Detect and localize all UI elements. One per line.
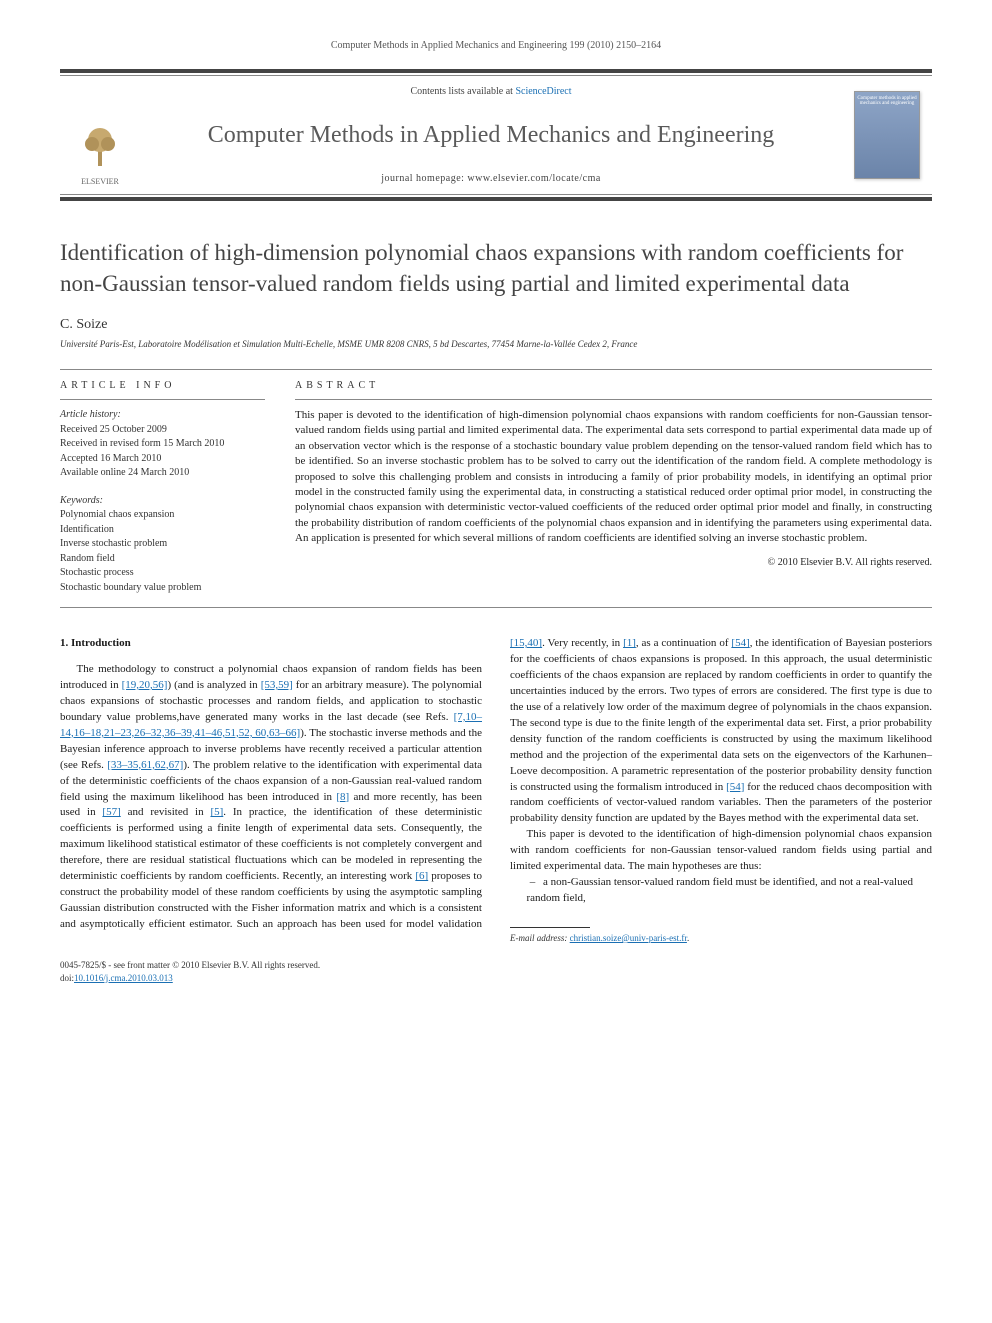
ref-link[interactable]: [33–35,61,62,67] [107, 759, 183, 771]
ref-link[interactable]: [6] [415, 870, 428, 882]
publisher-label: ELSEVIER [81, 177, 119, 186]
keywords-label: Keywords: [60, 494, 265, 508]
ref-link[interactable]: [15,40] [510, 637, 542, 649]
footnote: E-mail address: christian.soize@univ-par… [510, 932, 932, 945]
ref-link[interactable]: [19,20,56] [122, 679, 168, 691]
elsevier-tree-icon [76, 122, 124, 177]
homepage-prefix: journal homepage: [381, 173, 467, 184]
keyword: Stochastic process [60, 566, 265, 580]
keyword: Identification [60, 523, 265, 537]
text-run: . [687, 933, 689, 943]
text-run: ) (and is analyzed in [167, 679, 260, 691]
masthead: ELSEVIER Contents lists available at Sci… [60, 75, 932, 195]
footnote-rule [510, 927, 590, 928]
page-footer: 0045-7825/$ - see front matter © 2010 El… [60, 959, 932, 984]
abstract-heading: ABSTRACT [295, 380, 932, 391]
article-title: Identification of high-dimension polynom… [60, 237, 932, 299]
ref-link[interactable]: [54] [731, 637, 749, 649]
elsevier-logo: ELSEVIER [68, 114, 132, 186]
body-columns: 1. Introduction The methodology to const… [60, 636, 932, 945]
divider-rule [60, 369, 932, 370]
abstract-rule [295, 399, 932, 400]
ref-link[interactable]: [57] [102, 806, 120, 818]
footer-line: 0045-7825/$ - see front matter © 2010 El… [60, 959, 932, 972]
homepage-url: www.elsevier.com/locate/cma [467, 173, 600, 184]
article-info-heading: ARTICLE INFO [60, 380, 265, 391]
abstract-text: This paper is devoted to the identificat… [295, 408, 932, 547]
masthead-bottom-rule [60, 197, 932, 201]
cover-thumb-cell: Computer methods in applied mechanics an… [842, 76, 932, 194]
text-run: , as a continuation of [636, 637, 732, 649]
masthead-top-rule [60, 69, 932, 73]
footnote-label: E-mail address: [510, 933, 567, 943]
journal-cover-thumb: Computer methods in applied mechanics an… [854, 91, 920, 179]
section-heading: 1. Introduction [60, 636, 482, 652]
ref-link[interactable]: [5] [210, 806, 223, 818]
doi-link[interactable]: 10.1016/j.cma.2010.03.013 [74, 973, 173, 983]
abstract-copyright: © 2010 Elsevier B.V. All rights reserved… [295, 557, 932, 568]
keyword: Inverse stochastic problem [60, 537, 265, 551]
ref-link[interactable]: [53,59] [261, 679, 293, 691]
footer-doi: doi:10.1016/j.cma.2010.03.013 [60, 972, 932, 985]
history-item: Received 25 October 2009 [60, 423, 265, 437]
history-item: Available online 24 March 2010 [60, 466, 265, 480]
body-paragraph: This paper is devoted to the identificat… [510, 827, 932, 875]
keyword: Random field [60, 552, 265, 566]
publisher-logo-cell: ELSEVIER [60, 76, 140, 194]
history-item: Accepted 16 March 2010 [60, 452, 265, 466]
affiliation: Université Paris-Est, Laboratoire Modéli… [60, 339, 932, 349]
contents-prefix: Contents lists available at [410, 86, 515, 97]
ref-link[interactable]: [54] [726, 781, 744, 793]
history-item: Received in revised form 15 March 2010 [60, 437, 265, 451]
author: C. Soize [60, 317, 932, 333]
homepage-line: journal homepage: www.elsevier.com/locat… [140, 173, 842, 184]
text-run: . Very recently, in [542, 637, 623, 649]
sciencedirect-link[interactable]: ScienceDirect [515, 86, 571, 97]
email-link[interactable]: christian.soize@univ-paris-est.fr [570, 933, 687, 943]
info-abstract-row: ARTICLE INFO Article history: Received 2… [60, 380, 932, 595]
info-rule [60, 399, 265, 400]
ref-link[interactable]: [1] [623, 637, 636, 649]
masthead-center: Contents lists available at ScienceDirec… [140, 76, 842, 194]
doi-prefix: doi: [60, 973, 74, 983]
running-header: Computer Methods in Applied Mechanics an… [60, 40, 932, 51]
contents-line: Contents lists available at ScienceDirec… [140, 86, 842, 97]
abstract: ABSTRACT This paper is devoted to the id… [295, 380, 932, 595]
journal-name: Computer Methods in Applied Mechanics an… [140, 114, 842, 157]
divider-rule [60, 607, 932, 608]
article-history-label: Article history: [60, 408, 265, 422]
bullet-item: a non-Gaussian tensor-valued random fiel… [510, 875, 932, 907]
article-info: ARTICLE INFO Article history: Received 2… [60, 380, 265, 595]
cover-text: Computer methods in applied mechanics an… [857, 96, 917, 106]
keyword: Polynomial chaos expansion [60, 508, 265, 522]
ref-link[interactable]: [8] [336, 791, 349, 803]
keyword: Stochastic boundary value problem [60, 581, 265, 595]
text-run: and revisited in [121, 806, 211, 818]
text-run: , the identification of Bayesian posteri… [510, 637, 932, 792]
